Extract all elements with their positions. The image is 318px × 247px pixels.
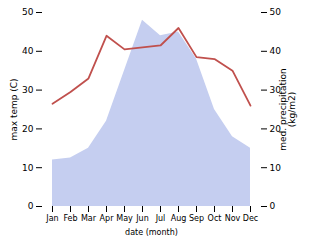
svg-text:Jan: Jan (45, 214, 58, 223)
svg-text:10: 10 (22, 163, 34, 173)
svg-text:Apr: Apr (100, 214, 115, 223)
svg-text:Mar: Mar (81, 214, 97, 223)
svg-text:20: 20 (22, 124, 34, 134)
svg-text:Jun: Jun (135, 214, 149, 223)
svg-text:Jul: Jul (155, 214, 166, 223)
svg-text:20: 20 (269, 123, 281, 134)
svg-text:30: 30 (269, 85, 281, 95)
svg-text:50: 50 (22, 7, 34, 17)
svg-text:Dec: Dec (243, 214, 258, 223)
svg-text:50: 50 (270, 7, 282, 17)
svg-text:Feb: Feb (63, 214, 77, 223)
svg-text:Sep: Sep (189, 214, 204, 223)
svg-text:med. precipitation(kg/m2): med. precipitation(kg/m2) (278, 68, 297, 150)
svg-text:May: May (116, 214, 133, 223)
svg-text:0: 0 (28, 201, 34, 211)
svg-text:date (month): date (month) (125, 228, 178, 237)
svg-text:40: 40 (270, 46, 282, 56)
svg-text:Aug: Aug (171, 214, 187, 223)
svg-text:0: 0 (270, 201, 276, 211)
svg-text:Oct: Oct (208, 214, 222, 223)
svg-text:40: 40 (22, 46, 34, 56)
svg-text:10: 10 (270, 163, 282, 173)
svg-text:30: 30 (22, 85, 34, 95)
svg-text:Nov: Nov (225, 214, 241, 223)
svg-text:max temp (C): max temp (C) (9, 78, 19, 140)
